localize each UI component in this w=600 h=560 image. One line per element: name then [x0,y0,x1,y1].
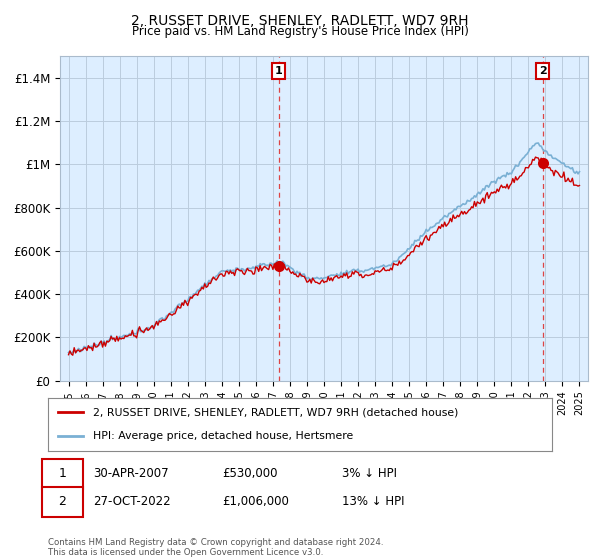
Text: 1: 1 [275,66,283,76]
Text: £1,006,000: £1,006,000 [222,495,289,508]
Text: Contains HM Land Registry data © Crown copyright and database right 2024.
This d: Contains HM Land Registry data © Crown c… [48,538,383,557]
Text: £530,000: £530,000 [222,467,277,480]
Text: Price paid vs. HM Land Registry's House Price Index (HPI): Price paid vs. HM Land Registry's House … [131,25,469,38]
Text: 2: 2 [539,66,547,76]
Text: 30-APR-2007: 30-APR-2007 [93,467,169,480]
Text: 2, RUSSET DRIVE, SHENLEY, RADLETT, WD7 9RH: 2, RUSSET DRIVE, SHENLEY, RADLETT, WD7 9… [131,14,469,28]
Text: 27-OCT-2022: 27-OCT-2022 [93,495,170,508]
Text: HPI: Average price, detached house, Hertsmere: HPI: Average price, detached house, Hert… [94,431,353,441]
Text: 1: 1 [58,467,67,480]
Text: 2, RUSSET DRIVE, SHENLEY, RADLETT, WD7 9RH (detached house): 2, RUSSET DRIVE, SHENLEY, RADLETT, WD7 9… [94,408,459,418]
Text: 2: 2 [58,495,67,508]
Text: 3% ↓ HPI: 3% ↓ HPI [342,467,397,480]
Text: 13% ↓ HPI: 13% ↓ HPI [342,495,404,508]
